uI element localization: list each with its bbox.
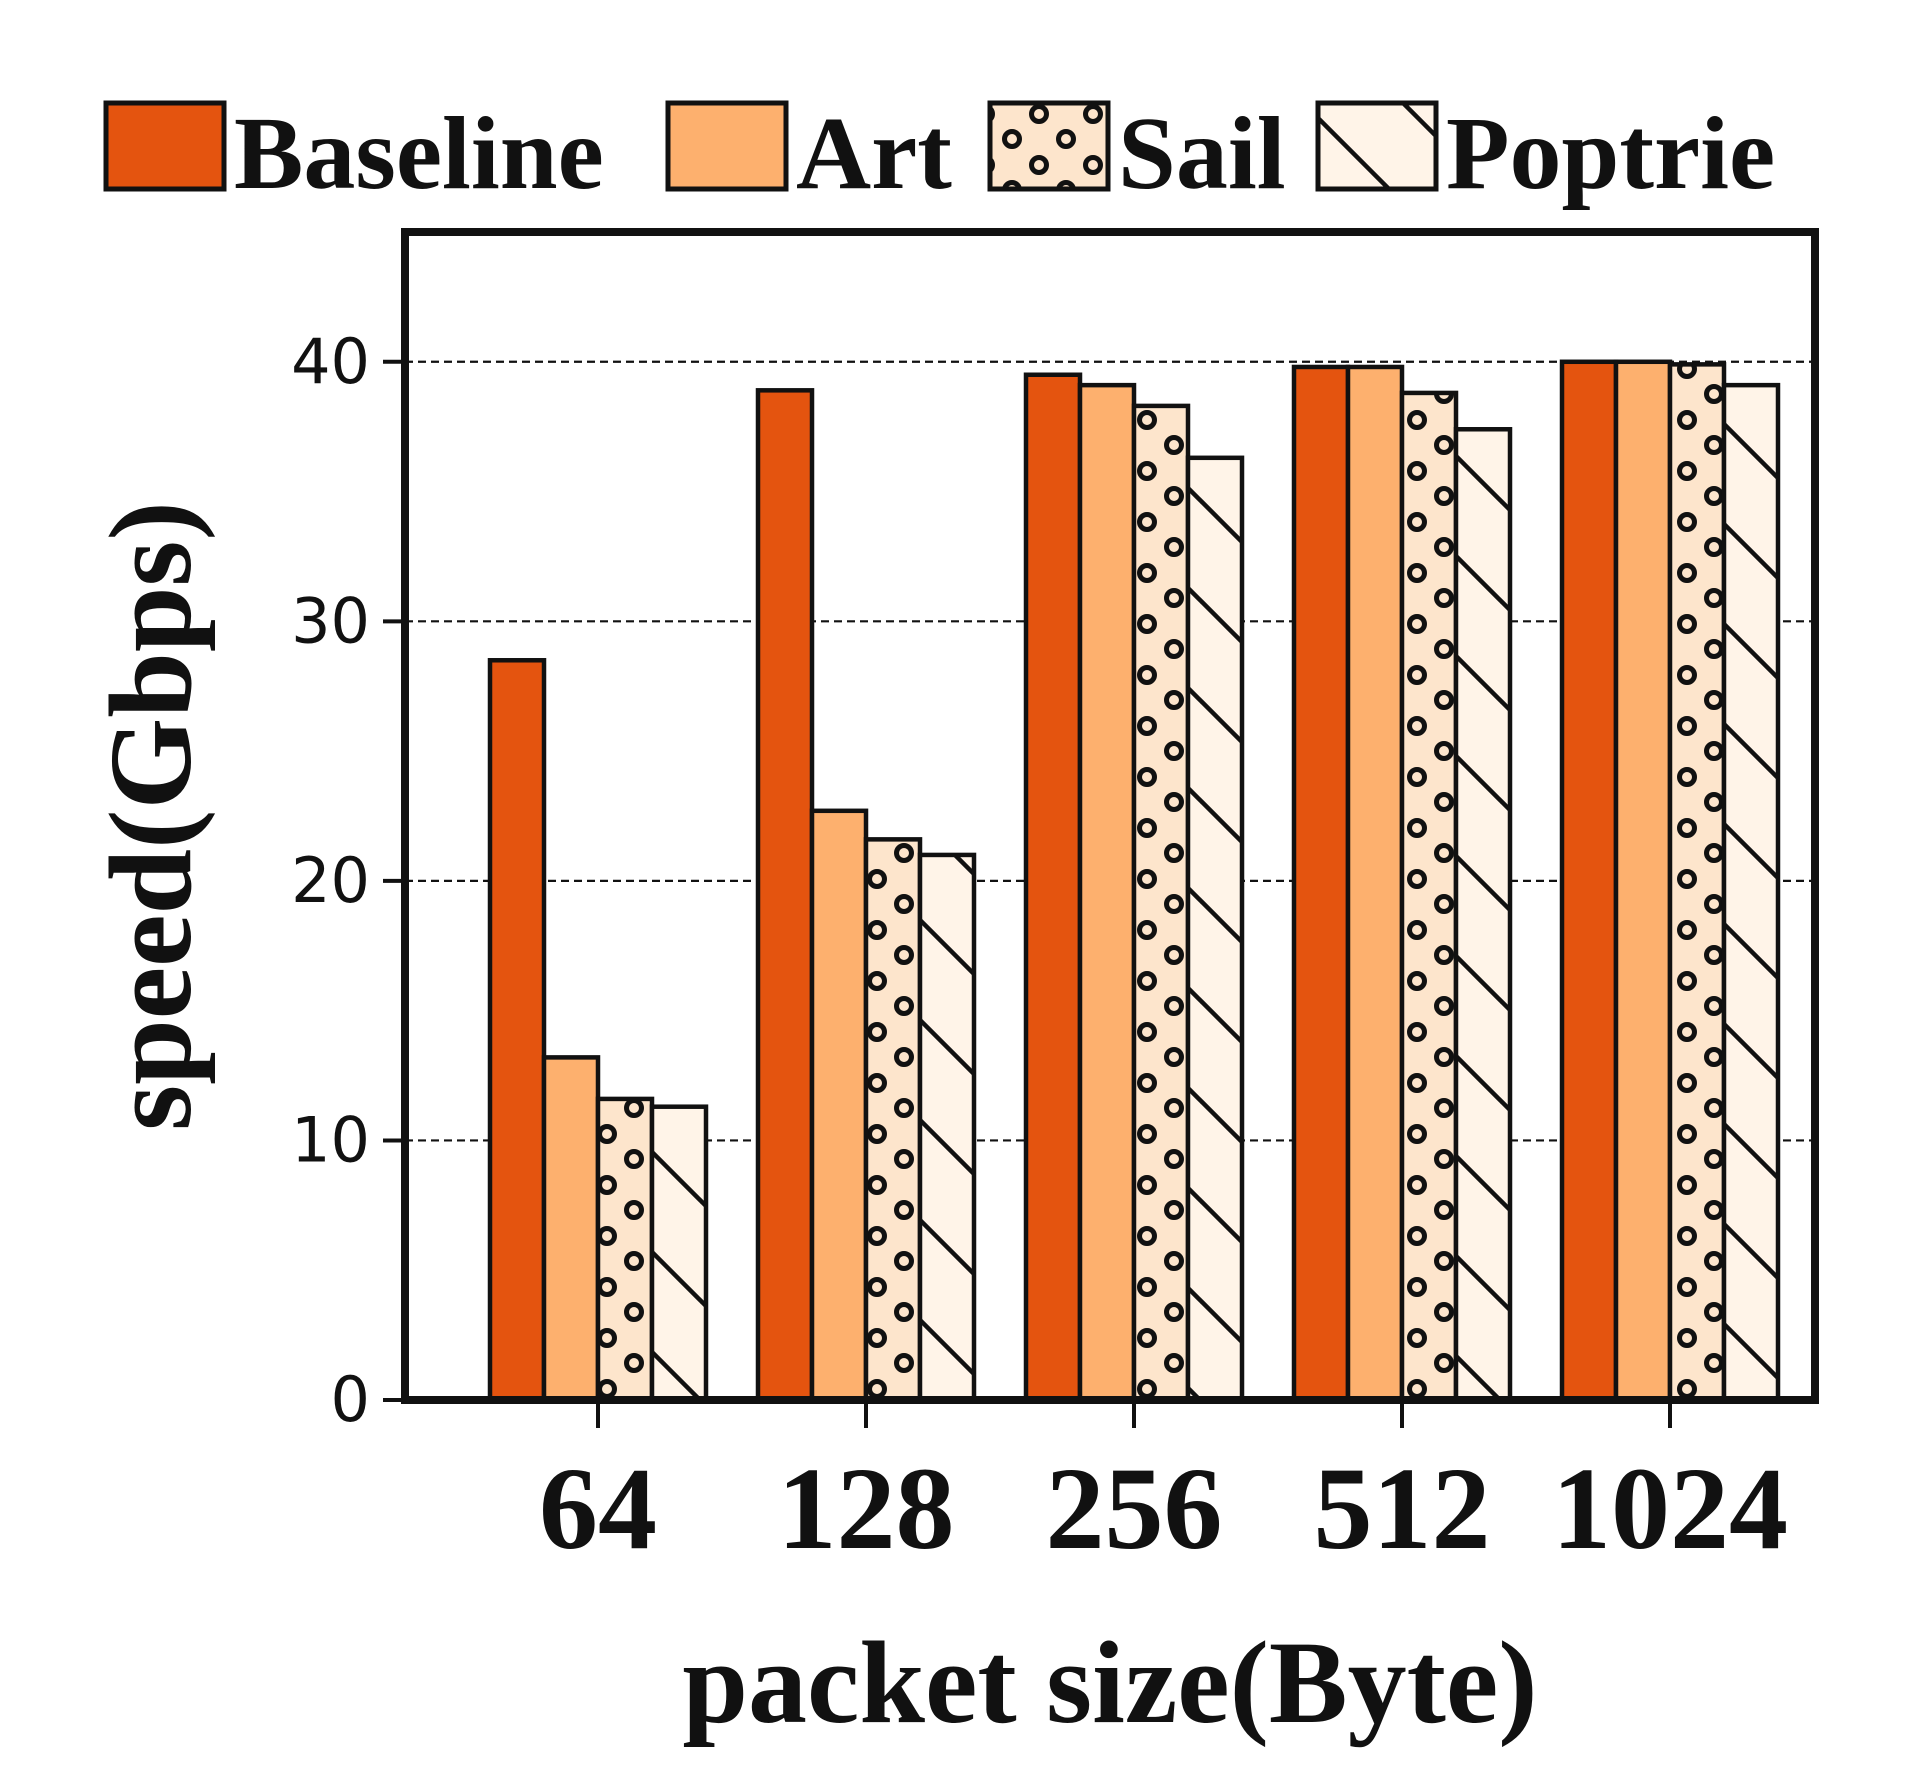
x-tick-label-128: 128 [778, 1443, 955, 1574]
x-tick-label-512: 512 [1314, 1443, 1491, 1574]
bar-baseline-128 [755, 388, 815, 1403]
y-tick-label-0: 0 [331, 1363, 370, 1436]
bar-sail-512 [1399, 390, 1459, 1403]
y-tick-label-20: 20 [291, 844, 370, 917]
bar-art-512 [1345, 364, 1405, 1403]
legend-label-poptrie: Poptrie [1446, 96, 1775, 211]
bar-art-1024 [1613, 359, 1673, 1403]
x-tick-label-1024: 1024 [1552, 1443, 1788, 1574]
bars [487, 359, 1781, 1403]
x-axis-title: packet size(Byte) [682, 1617, 1537, 1748]
bar-poptrie-64 [649, 1104, 709, 1403]
legend-label-sail: Sail [1118, 96, 1286, 211]
bar-art-256 [1077, 382, 1137, 1403]
bar-baseline-512 [1291, 364, 1351, 1403]
legend-swatch-art [665, 100, 789, 192]
bar-art-64 [541, 1055, 601, 1403]
legend-label-baseline: Baseline [234, 96, 604, 211]
bar-poptrie-1024 [1721, 382, 1781, 1403]
y-axis-title: speed(Gbps) [85, 501, 216, 1130]
legend-swatch-sail [987, 100, 1111, 192]
bar-sail-64 [595, 1096, 655, 1403]
bar-baseline-1024 [1559, 359, 1619, 1403]
legend: Baseline Art Sail Poptrie [103, 96, 1775, 211]
bar-baseline-64 [487, 658, 547, 1403]
plot-frame [401, 228, 1819, 1404]
legend-label-art: Art [796, 96, 952, 211]
y-tick-label-10: 10 [291, 1103, 370, 1176]
bar-art-128 [809, 808, 869, 1403]
bar-poptrie-128 [917, 852, 977, 1403]
legend-swatch-poptrie [1315, 100, 1439, 192]
bar-sail-128 [863, 837, 923, 1403]
y-tick-label-40: 40 [291, 325, 370, 398]
y-tick-label-30: 30 [291, 584, 370, 657]
bar-baseline-256 [1023, 372, 1083, 1403]
bar-poptrie-512 [1453, 427, 1513, 1403]
x-tick-label-64: 64 [539, 1443, 657, 1574]
x-tick-label-256: 256 [1046, 1443, 1223, 1574]
bar-sail-1024 [1667, 362, 1727, 1403]
bar-poptrie-256 [1185, 455, 1245, 1403]
axes [383, 228, 1819, 1428]
bar-sail-256 [1131, 403, 1191, 1403]
legend-swatch-baseline [103, 100, 227, 192]
